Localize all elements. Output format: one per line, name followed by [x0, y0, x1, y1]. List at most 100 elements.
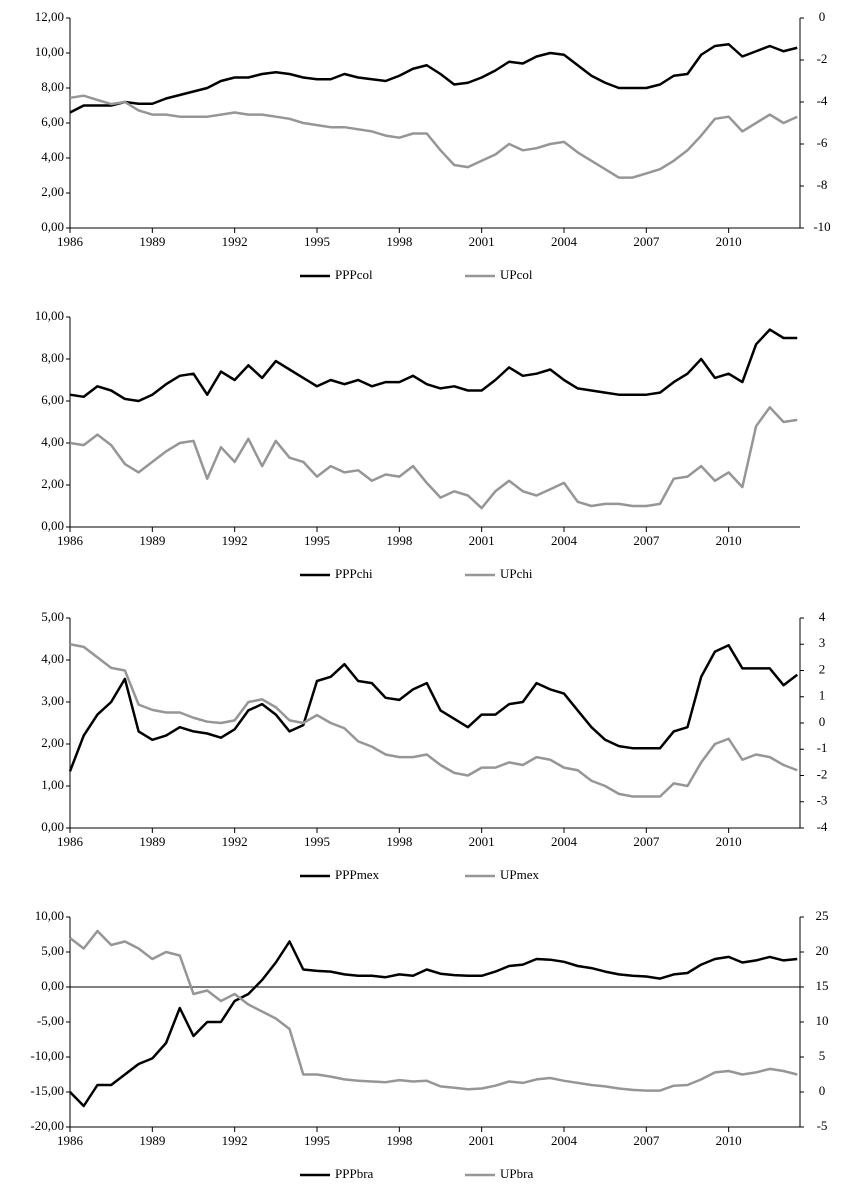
y2-tick-label: 25 — [816, 908, 829, 923]
y-tick-label: 12,00 — [35, 9, 64, 24]
y-tick-label: 5,00 — [41, 609, 64, 624]
y2-tick-label: -5 — [817, 1118, 828, 1133]
x-tick-label: 2007 — [633, 834, 660, 849]
y-tick-label: -10,00 — [30, 1048, 64, 1063]
series-line — [69, 43, 798, 114]
x-tick-label: 2004 — [551, 234, 578, 249]
y2-tick-label: -4 — [817, 93, 828, 108]
x-tick-label: 2010 — [716, 234, 742, 249]
y-tick-label: 6,00 — [41, 392, 64, 407]
x-tick-label: 2004 — [551, 533, 578, 548]
series-line — [69, 940, 798, 1108]
y-tick-label: 10,00 — [35, 308, 64, 323]
x-tick-label: 2010 — [716, 533, 742, 548]
series-line — [69, 94, 798, 179]
y2-tick-label: 0 — [819, 1083, 826, 1098]
y-tick-label: -20,00 — [30, 1118, 64, 1133]
x-tick-label: 1986 — [57, 234, 84, 249]
x-tick-label: 1986 — [57, 1133, 84, 1148]
x-tick-label: 1989 — [139, 1133, 165, 1148]
y-tick-label: 10,00 — [35, 908, 64, 923]
y2-tick-label: 2 — [819, 661, 826, 676]
x-tick-label: 1986 — [57, 533, 84, 548]
x-tick-label: 1998 — [386, 1133, 412, 1148]
x-tick-label: 1989 — [139, 834, 165, 849]
series-line — [69, 929, 798, 1092]
x-tick-label: 1998 — [386, 533, 412, 548]
y-tick-label: 0,00 — [41, 819, 64, 834]
y-tick-label: 8,00 — [41, 79, 64, 94]
x-tick-label: 1992 — [222, 533, 248, 548]
y2-tick-label: 1 — [819, 688, 826, 703]
x-tick-label: 2001 — [469, 533, 495, 548]
x-tick-label: 2007 — [633, 1133, 660, 1148]
legend-label: UPcol — [500, 267, 533, 282]
y2-tick-label: -4 — [817, 819, 828, 834]
legend-label: PPPchi — [335, 566, 373, 581]
y-tick-label: 0,00 — [41, 219, 64, 234]
y-tick-label: 2,00 — [41, 735, 64, 750]
x-tick-label: 1995 — [304, 533, 330, 548]
x-tick-label: 1992 — [222, 834, 248, 849]
y-tick-label: 5,00 — [41, 943, 64, 958]
x-tick-label: 1998 — [386, 834, 412, 849]
x-tick-label: 1992 — [222, 1133, 248, 1148]
y2-tick-label: 20 — [816, 943, 829, 958]
y2-tick-label: 15 — [816, 978, 829, 993]
x-tick-label: 2007 — [633, 234, 660, 249]
x-tick-label: 1998 — [386, 234, 412, 249]
y2-tick-label: -2 — [817, 51, 828, 66]
series-line — [68, 644, 799, 772]
y-tick-label: 4,00 — [41, 434, 64, 449]
y-tick-label: 3,00 — [41, 693, 64, 708]
y-tick-label: 2,00 — [41, 184, 64, 199]
y-tick-label: 4,00 — [41, 149, 64, 164]
y2-tick-label: 3 — [819, 635, 826, 650]
y-tick-label: 2,00 — [41, 476, 64, 491]
x-tick-label: 2004 — [551, 834, 578, 849]
legend-label: PPPmex — [335, 867, 380, 882]
y2-tick-label: -6 — [817, 135, 828, 150]
x-tick-label: 2001 — [469, 1133, 495, 1148]
legend-label: UPmex — [500, 867, 540, 882]
x-tick-label: 2010 — [716, 834, 742, 849]
x-tick-label: 1995 — [304, 834, 330, 849]
y2-tick-label: -2 — [817, 766, 828, 781]
y2-tick-label: -8 — [817, 177, 828, 192]
y-tick-label: -5,00 — [37, 1013, 64, 1028]
y-tick-label: 6,00 — [41, 114, 64, 129]
y-tick-label: 1,00 — [41, 777, 64, 792]
y-tick-label: 8,00 — [41, 350, 64, 365]
y2-tick-label: 10 — [816, 1013, 829, 1028]
x-tick-label: 2001 — [469, 234, 495, 249]
y2-tick-label: 0 — [819, 9, 826, 24]
x-tick-label: 1989 — [139, 533, 165, 548]
y-tick-label: 4,00 — [41, 651, 64, 666]
y2-tick-label: 4 — [819, 609, 826, 624]
x-tick-label: 2001 — [469, 834, 495, 849]
x-tick-label: 1992 — [222, 234, 248, 249]
legend-label: PPPcol — [335, 267, 373, 282]
y2-tick-label: 5 — [819, 1048, 826, 1063]
y2-tick-label: -1 — [817, 740, 828, 755]
y-tick-label: 10,00 — [35, 44, 64, 59]
series-line — [69, 328, 798, 403]
x-tick-label: 2010 — [716, 1133, 742, 1148]
legend-label: UPchi — [500, 566, 533, 581]
x-tick-label: 1995 — [304, 234, 330, 249]
y-tick-label: 0,00 — [41, 978, 64, 993]
x-tick-label: 2007 — [633, 533, 660, 548]
y2-tick-label: 0 — [819, 714, 826, 729]
y-tick-label: -15,00 — [30, 1083, 64, 1098]
x-tick-label: 2004 — [551, 1133, 578, 1148]
y2-tick-label: -10 — [813, 219, 830, 234]
x-tick-label: 1995 — [304, 1133, 330, 1148]
legend-label: UPbra — [500, 1166, 533, 1181]
series-line — [69, 406, 798, 510]
y-tick-label: 0,00 — [41, 518, 64, 533]
legend-label: PPPbra — [335, 1166, 374, 1181]
series-line — [69, 643, 798, 798]
y2-tick-label: -3 — [817, 793, 828, 808]
x-tick-label: 1989 — [139, 234, 165, 249]
